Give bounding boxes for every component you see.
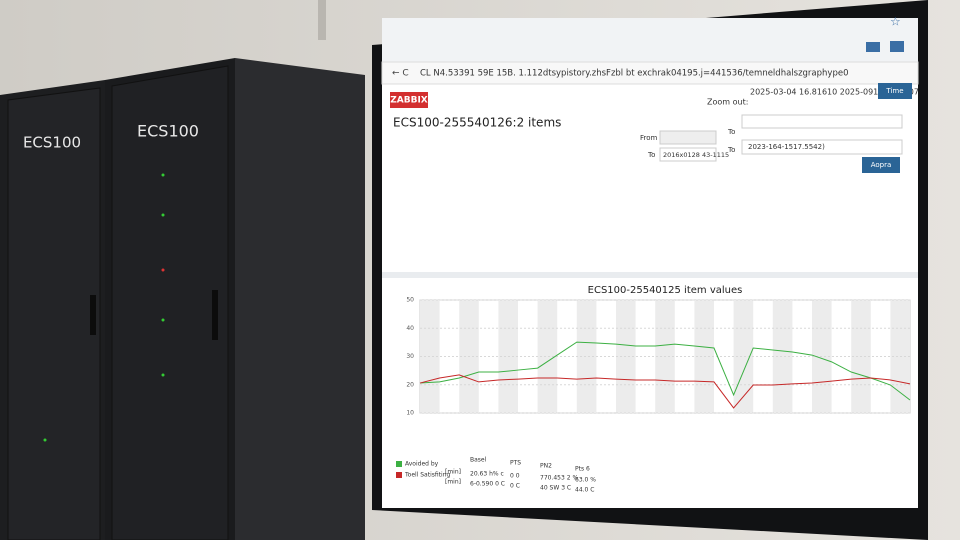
led bbox=[161, 173, 165, 177]
y-tick-label: 50 bbox=[406, 297, 414, 304]
y-tick-label: 20 bbox=[406, 381, 414, 388]
url[interactable]: CL N4.53391 59E 15B. 1.112dtsypistory.zh… bbox=[420, 69, 849, 79]
legend-swatch bbox=[396, 472, 402, 478]
to-label: To bbox=[727, 146, 735, 154]
to-value-input[interactable] bbox=[741, 139, 903, 155]
led bbox=[161, 268, 165, 272]
led bbox=[161, 318, 165, 322]
led bbox=[43, 438, 47, 442]
cabinet-door bbox=[111, 65, 229, 540]
y-tick-label: 10 bbox=[406, 410, 414, 417]
handle bbox=[90, 295, 96, 335]
to-value[interactable]: 2023-164-1517.5542) bbox=[748, 143, 825, 151]
chart-title: ECS100-25540125 item values bbox=[588, 285, 743, 296]
series-line bbox=[419, 341, 911, 401]
cabinet-label: ECS100 bbox=[137, 122, 199, 141]
screen bbox=[382, 18, 918, 508]
stats-cell: [min] bbox=[445, 469, 461, 476]
stats-cell: 40 SW 3 C bbox=[540, 485, 571, 492]
apply-button[interactable] bbox=[862, 157, 900, 173]
stats-cell: 770.453 2 % bbox=[540, 475, 578, 482]
stats-header: PTS bbox=[510, 460, 521, 467]
stats-cell: 0 0 bbox=[510, 473, 520, 480]
from-input[interactable] bbox=[659, 130, 717, 145]
chart: 10 20 30 40 50 bbox=[406, 297, 911, 417]
stats-cell: 6-0.590 0 C bbox=[470, 481, 505, 488]
zoom-label: Zoom out: bbox=[707, 98, 748, 107]
stats-header: Pts 6 bbox=[575, 466, 590, 473]
time-button[interactable] bbox=[878, 83, 912, 99]
stats-cell: 44.0 C bbox=[575, 487, 594, 494]
apply-button-text[interactable]: Aopra bbox=[871, 161, 892, 169]
logo-text[interactable]: ZABBIX bbox=[390, 96, 428, 106]
legend-label: Toell Satisfiting bbox=[404, 472, 450, 479]
led bbox=[161, 213, 165, 217]
handle bbox=[212, 290, 218, 340]
to-label: To bbox=[727, 128, 735, 136]
y-tick-label: 30 bbox=[406, 353, 414, 360]
cabinet-side bbox=[235, 58, 365, 540]
from-value[interactable]: 2016x0128 43-1115 bbox=[663, 151, 729, 159]
from-value-input[interactable] bbox=[659, 147, 717, 162]
stats-header: PN2 bbox=[540, 463, 552, 470]
nav[interactable]: ← C bbox=[392, 69, 409, 79]
browser-toolbar bbox=[382, 18, 918, 62]
heading: ECS100-255540126:2 items bbox=[393, 116, 561, 130]
from-label: From bbox=[640, 134, 658, 142]
stats-cell: 63.0 % bbox=[575, 477, 596, 484]
led bbox=[161, 373, 165, 377]
series-line bbox=[419, 374, 911, 409]
legend-swatch bbox=[396, 461, 402, 467]
stats-header: Basel bbox=[470, 457, 487, 464]
icon[interactable]: ☆ bbox=[890, 15, 901, 29]
stats-cell: 20.63 h% c bbox=[470, 471, 504, 478]
logo[interactable] bbox=[390, 92, 428, 108]
wall-edge bbox=[318, 0, 326, 40]
to-label: To bbox=[647, 151, 655, 159]
legend: Avoided by Toell Satisfiting bbox=[396, 461, 450, 479]
url-bar[interactable] bbox=[381, 61, 919, 85]
time-button-text[interactable]: Time bbox=[885, 87, 903, 95]
to-input[interactable] bbox=[741, 114, 903, 129]
stats-cell: [min] bbox=[445, 479, 461, 486]
cabinet-label: ECS100 bbox=[23, 134, 81, 152]
legend-label: Avoided by bbox=[405, 461, 439, 468]
y-tick-label: 40 bbox=[406, 325, 414, 332]
icon[interactable] bbox=[866, 42, 880, 52]
divider bbox=[382, 272, 918, 278]
range: 2025-03-04 16.81610 2025-0916 1135.07 bbox=[750, 88, 919, 97]
stats: Basel PTS PN2 Pts 6 [min] 20.63 h% c 0 0 770.45… bbox=[445, 457, 596, 494]
cabinet-door bbox=[7, 87, 101, 540]
icon[interactable] bbox=[890, 41, 904, 52]
stats-cell: 0 C bbox=[510, 483, 520, 490]
